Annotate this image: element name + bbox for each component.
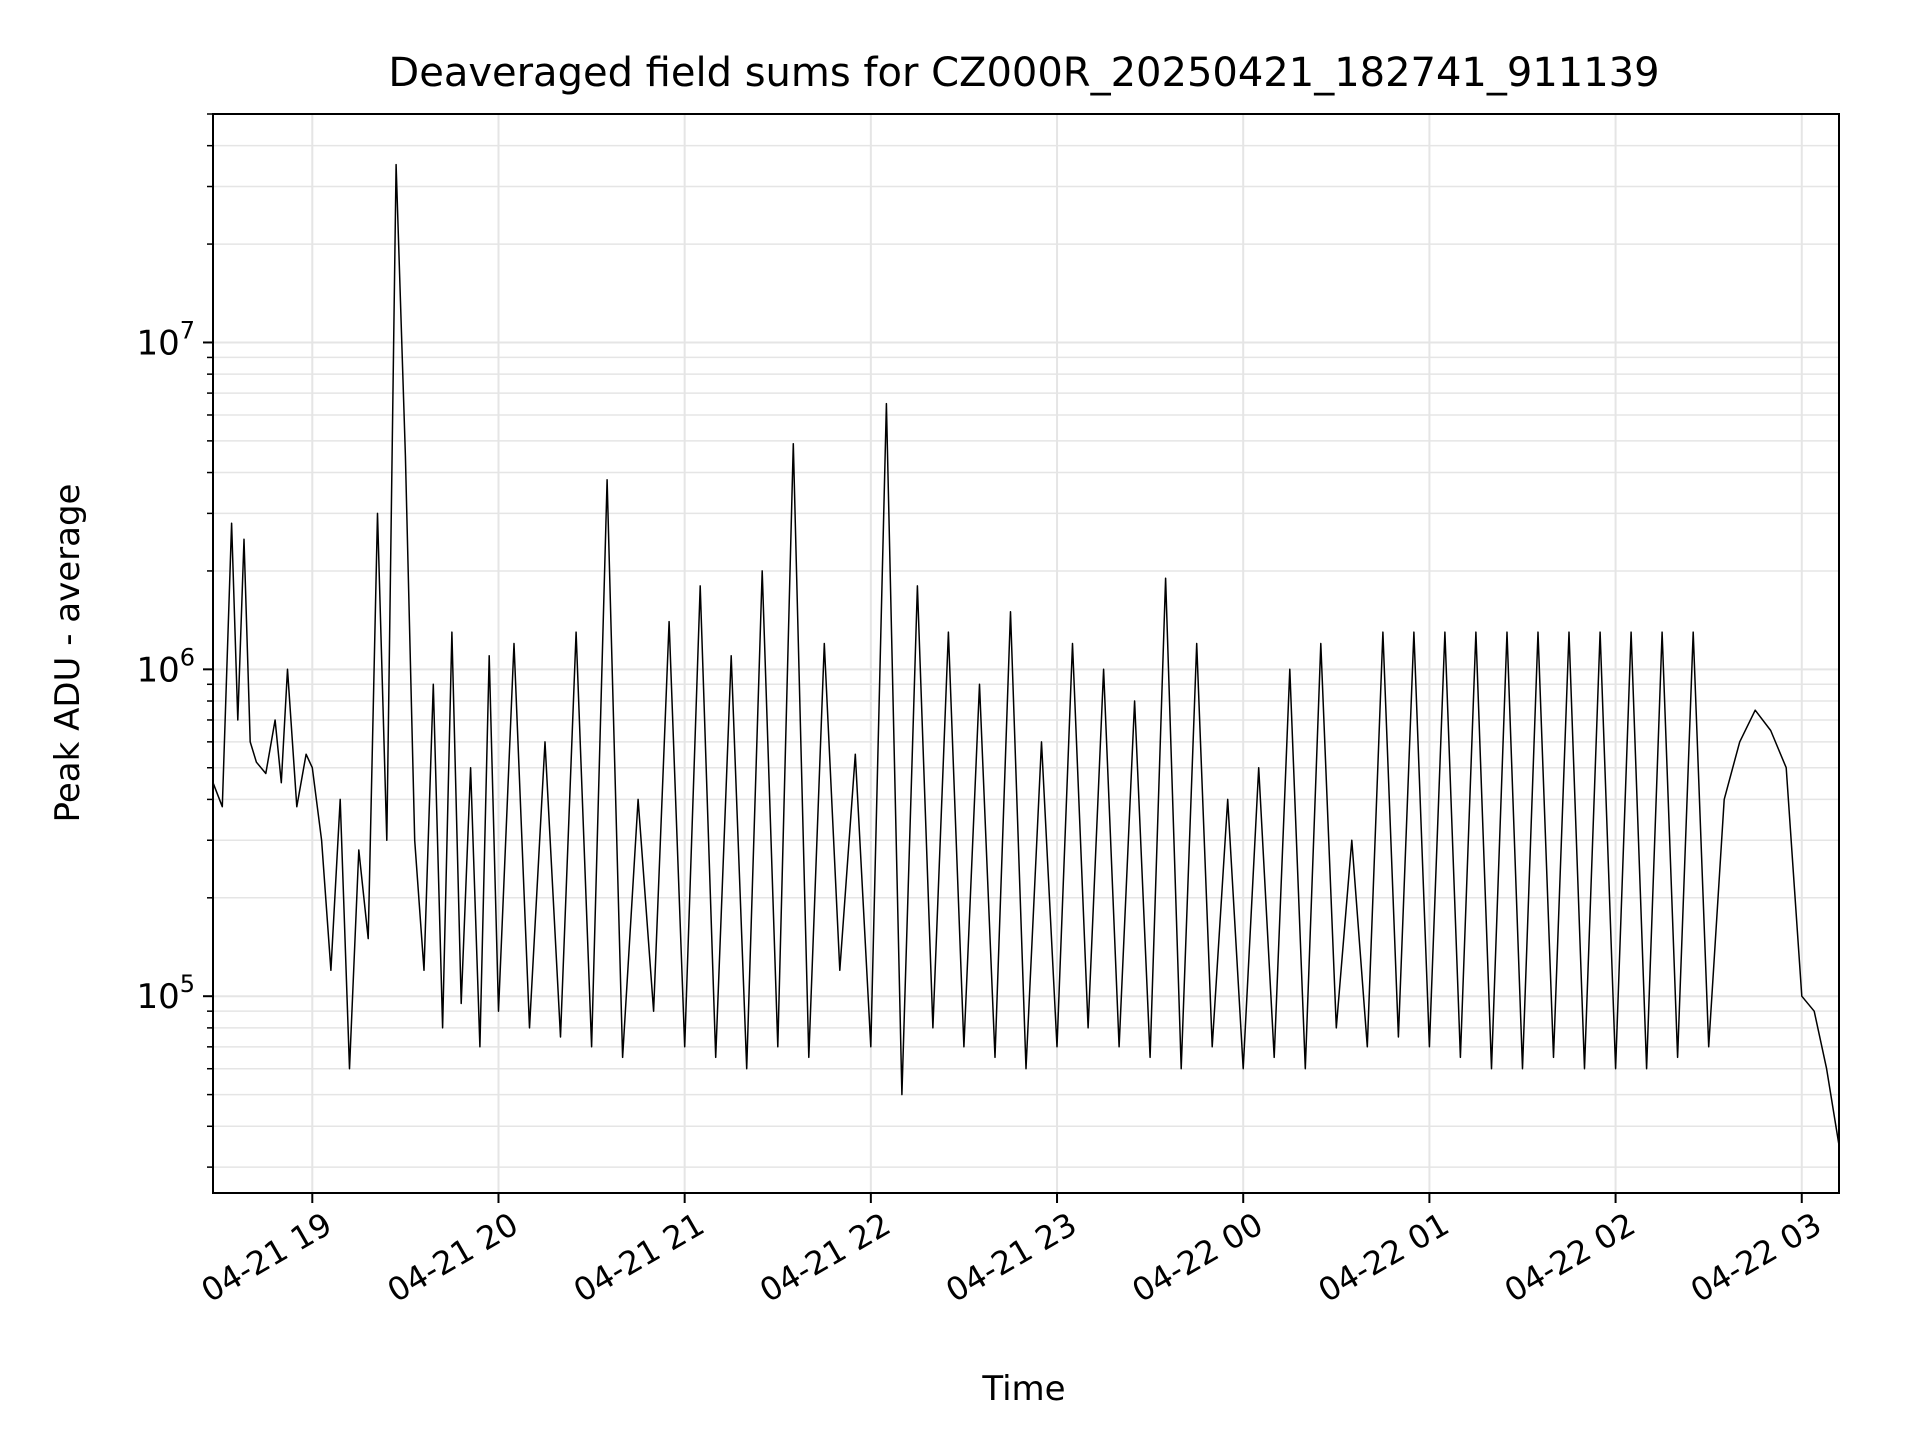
y-axis-label: Peak ADU - average <box>48 484 88 823</box>
y-tick-label: 107 <box>136 316 195 363</box>
y-tick-label: 105 <box>136 970 195 1017</box>
chart-title: Deaveraged field sums for CZ000R_2025042… <box>388 50 1659 96</box>
series-group <box>212 163 1840 1146</box>
x-axis-label: Time <box>981 1369 1065 1409</box>
y-axis: 105 106 107 <box>136 113 213 1168</box>
plot-frame <box>212 113 1840 1194</box>
series-line <box>212 163 1840 1146</box>
y-tick-label: 106 <box>136 643 195 690</box>
